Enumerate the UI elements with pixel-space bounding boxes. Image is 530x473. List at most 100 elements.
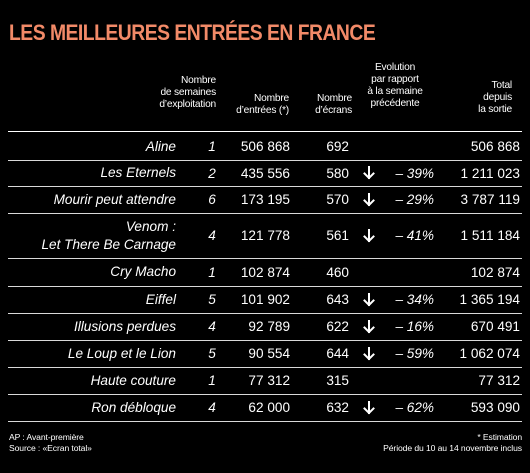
screens-value: 692	[326, 139, 349, 154]
footnote-period: Période du 10 au 14 novembre inclus	[383, 443, 522, 453]
evolution-cell: – 62%	[360, 394, 434, 421]
entries-value: 62 000	[248, 400, 290, 415]
header-entries-line: d’entrées (*)	[236, 105, 289, 116]
table-row: Les Eternels 2 435 556 580 – 39% 1 211 023	[8, 160, 522, 187]
entries-value: 173 195	[240, 192, 290, 207]
film-title-line: Haute couture	[90, 372, 176, 388]
screens-value: 561	[326, 228, 349, 243]
evolution-cell: – 29%	[360, 186, 434, 213]
film-title: Illusions perdues	[8, 313, 176, 340]
film-title-line: Aline	[145, 138, 176, 154]
table-row: Eiffel 5 101 902 643 – 34% 1 365 194	[8, 286, 522, 314]
total-value: 3 787 119	[460, 192, 520, 207]
footnote-ap: AP : Avant-première	[9, 432, 84, 442]
header-weeks-line: d’exploitation	[159, 99, 216, 110]
total-value: 1 365 194	[459, 292, 520, 307]
header-evolution-line: Evolution	[374, 62, 416, 73]
evolution-value: – 62%	[395, 400, 434, 415]
evolution-cell: – 39%	[360, 160, 434, 186]
footnote-source: Source : «Ecran total»	[9, 443, 92, 453]
evolution-value: – 34%	[395, 292, 434, 307]
header-evolution: Evolution par rapport à la semaine précé…	[362, 62, 428, 110]
arrow-down-icon	[363, 346, 375, 360]
evolution-cell: – 16%	[360, 313, 434, 340]
film-title: Les Eternels	[8, 160, 176, 186]
weeks-value: 2	[208, 165, 216, 181]
arrow-down-icon	[363, 166, 375, 180]
screens-value: 570	[326, 192, 349, 207]
film-title-line: Eiffel	[145, 291, 176, 307]
evolution-value: – 59%	[395, 346, 434, 361]
header-weeks-line: Nombre	[180, 75, 216, 86]
film-title-line: Venom :	[125, 218, 176, 234]
screens-value: 622	[326, 319, 349, 334]
film-title-line: Illusions perdues	[73, 318, 176, 334]
arrow-down-icon	[363, 192, 375, 206]
weeks-value: 4	[208, 319, 216, 334]
film-title-line: Cry Macho	[110, 264, 176, 279]
film-title-line: Ron débloque	[91, 399, 176, 415]
film-title-line: Le Loup et le Lion	[67, 345, 176, 361]
page-title: LES MEILLEURES ENTRÉES EN FRANCE	[9, 20, 376, 45]
header-evolution-line: à la semaine	[367, 86, 423, 97]
table-row: Le Loup et le Lion 5 90 554 644 – 59% 1 062 0…	[8, 340, 522, 368]
weeks-value: 6	[208, 192, 216, 207]
weeks-value: 5	[208, 346, 216, 361]
evolution-cell: – 34%	[360, 286, 434, 313]
header-entries-line: Nombre	[253, 93, 289, 104]
entries-value: 90 554	[248, 346, 290, 361]
film-title: Aline	[8, 133, 176, 160]
evolution-cell	[360, 133, 434, 160]
arrow-down-icon	[363, 400, 375, 414]
footnote-estimation: * Estimation	[477, 432, 522, 442]
total-value: 77 312	[478, 373, 520, 388]
entries-value: 121 778	[240, 228, 290, 243]
evolution-cell: – 41%	[360, 213, 434, 258]
footnote-left: AP : Avant-première Source : «Ecran tota…	[9, 432, 92, 454]
weeks-value: 1	[208, 264, 216, 280]
header-weeks: Nombre de semaines d’exploitation	[150, 75, 216, 111]
screens-value: 580	[326, 165, 349, 181]
table-row: Cry Macho 1 102 874 460 102 874	[8, 258, 522, 287]
weeks-value: 5	[208, 292, 216, 307]
evolution-value: – 39%	[395, 165, 434, 181]
header-entries: Nombre d’entrées (*)	[222, 93, 289, 117]
film-title: Haute couture	[8, 367, 176, 394]
header-screens-line: Nombre	[316, 93, 352, 104]
arrow-down-icon	[363, 228, 375, 242]
total-value: 1 062 074	[459, 346, 520, 361]
entries-value: 77 312	[248, 373, 290, 388]
film-title-line: Let There Be Carnage	[41, 236, 176, 252]
table-row: Ron débloque 4 62 000 632 – 62% 593 090	[8, 394, 522, 422]
total-value: 670 491	[470, 319, 520, 334]
film-title-line: Mourir peut attendre	[53, 191, 176, 207]
arrow-down-icon	[363, 292, 375, 306]
table-row: Illusions perdues 4 92 789 622 – 16% 670 491	[8, 313, 522, 341]
header-total: Total depuis la sortie	[440, 80, 512, 116]
weeks-value: 1	[208, 139, 216, 154]
header-divider	[8, 131, 522, 132]
weeks-value: 4	[208, 228, 216, 243]
film-title: Le Loup et le Lion	[8, 340, 176, 367]
evolution-value: – 29%	[395, 192, 434, 207]
entries-value: 506 868	[240, 139, 290, 154]
total-value: 1 211 023	[460, 165, 520, 181]
screens-value: 644	[326, 346, 349, 361]
table-row: Haute couture 1 77 312 315 77 312	[8, 367, 522, 395]
header-total-line: la sortie	[478, 104, 512, 115]
evolution-value: – 41%	[395, 228, 434, 243]
arrow-down-icon	[363, 319, 375, 333]
total-value: 1 511 184	[460, 228, 520, 243]
entries-value: 92 789	[248, 319, 290, 334]
screens-value: 460	[326, 264, 349, 280]
total-value: 102 874	[470, 264, 520, 280]
total-value: 593 090	[470, 400, 520, 415]
header-screens: Nombre d’écrans	[298, 93, 352, 117]
film-title: Cry Macho	[8, 258, 176, 286]
entries-value: 435 556	[240, 165, 290, 181]
weeks-value: 1	[208, 373, 216, 388]
header-screens-line: d’écrans	[315, 105, 352, 116]
evolution-cell: – 59%	[360, 340, 434, 367]
screens-value: 643	[326, 292, 349, 307]
screens-value: 315	[326, 373, 349, 388]
